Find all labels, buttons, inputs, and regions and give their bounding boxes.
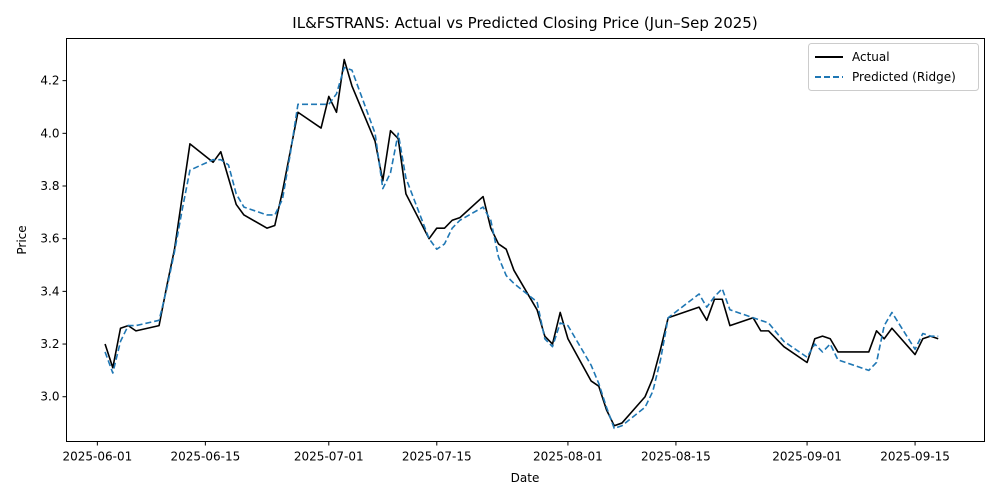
- plot-area-frame: [66, 38, 985, 442]
- series-layer: [104, 58, 939, 430]
- x-tick-label: 2025-08-01: [533, 450, 603, 464]
- y-tick-label: 3.4: [40, 284, 59, 298]
- legend-label-actual: Actual: [852, 50, 890, 64]
- series-line-predicted: [104, 66, 939, 430]
- chart-title: IL&FSTRANS: Actual vs Predicted Closing …: [292, 14, 757, 32]
- y-axis: 3.0 3.2 3.4 3.6 3.8 4.0 4.2: [40, 74, 67, 404]
- x-axis-label: Date: [511, 471, 540, 485]
- x-tick-label: 2025-08-15: [641, 450, 711, 464]
- x-tick-label: 2025-07-15: [402, 450, 472, 464]
- x-tick-label: 2025-09-01: [772, 450, 842, 464]
- x-tick-label: 2025-06-01: [62, 450, 132, 464]
- x-axis: 2025-06-01 2025-06-15 2025-07-01 2025-07-15…: [62, 441, 950, 464]
- y-tick-label: 4.2: [40, 74, 59, 88]
- legend-label-predicted: Predicted (Ridge): [852, 70, 956, 84]
- y-tick-label: 4.0: [40, 126, 59, 140]
- y-tick-label: 3.6: [40, 232, 59, 246]
- legend: Actual Predicted (Ridge): [808, 43, 979, 91]
- x-tick-label: 2025-06-15: [170, 450, 240, 464]
- y-tick-label: 3.0: [40, 390, 59, 404]
- x-tick-label: 2025-07-01: [294, 450, 364, 464]
- y-tick-label: 3.2: [40, 337, 59, 351]
- y-axis-label: Price: [15, 225, 29, 254]
- y-tick-label: 3.8: [40, 179, 59, 193]
- x-tick-label: 2025-09-15: [880, 450, 950, 464]
- series-line-actual: [104, 58, 939, 427]
- legend-box: [808, 43, 979, 91]
